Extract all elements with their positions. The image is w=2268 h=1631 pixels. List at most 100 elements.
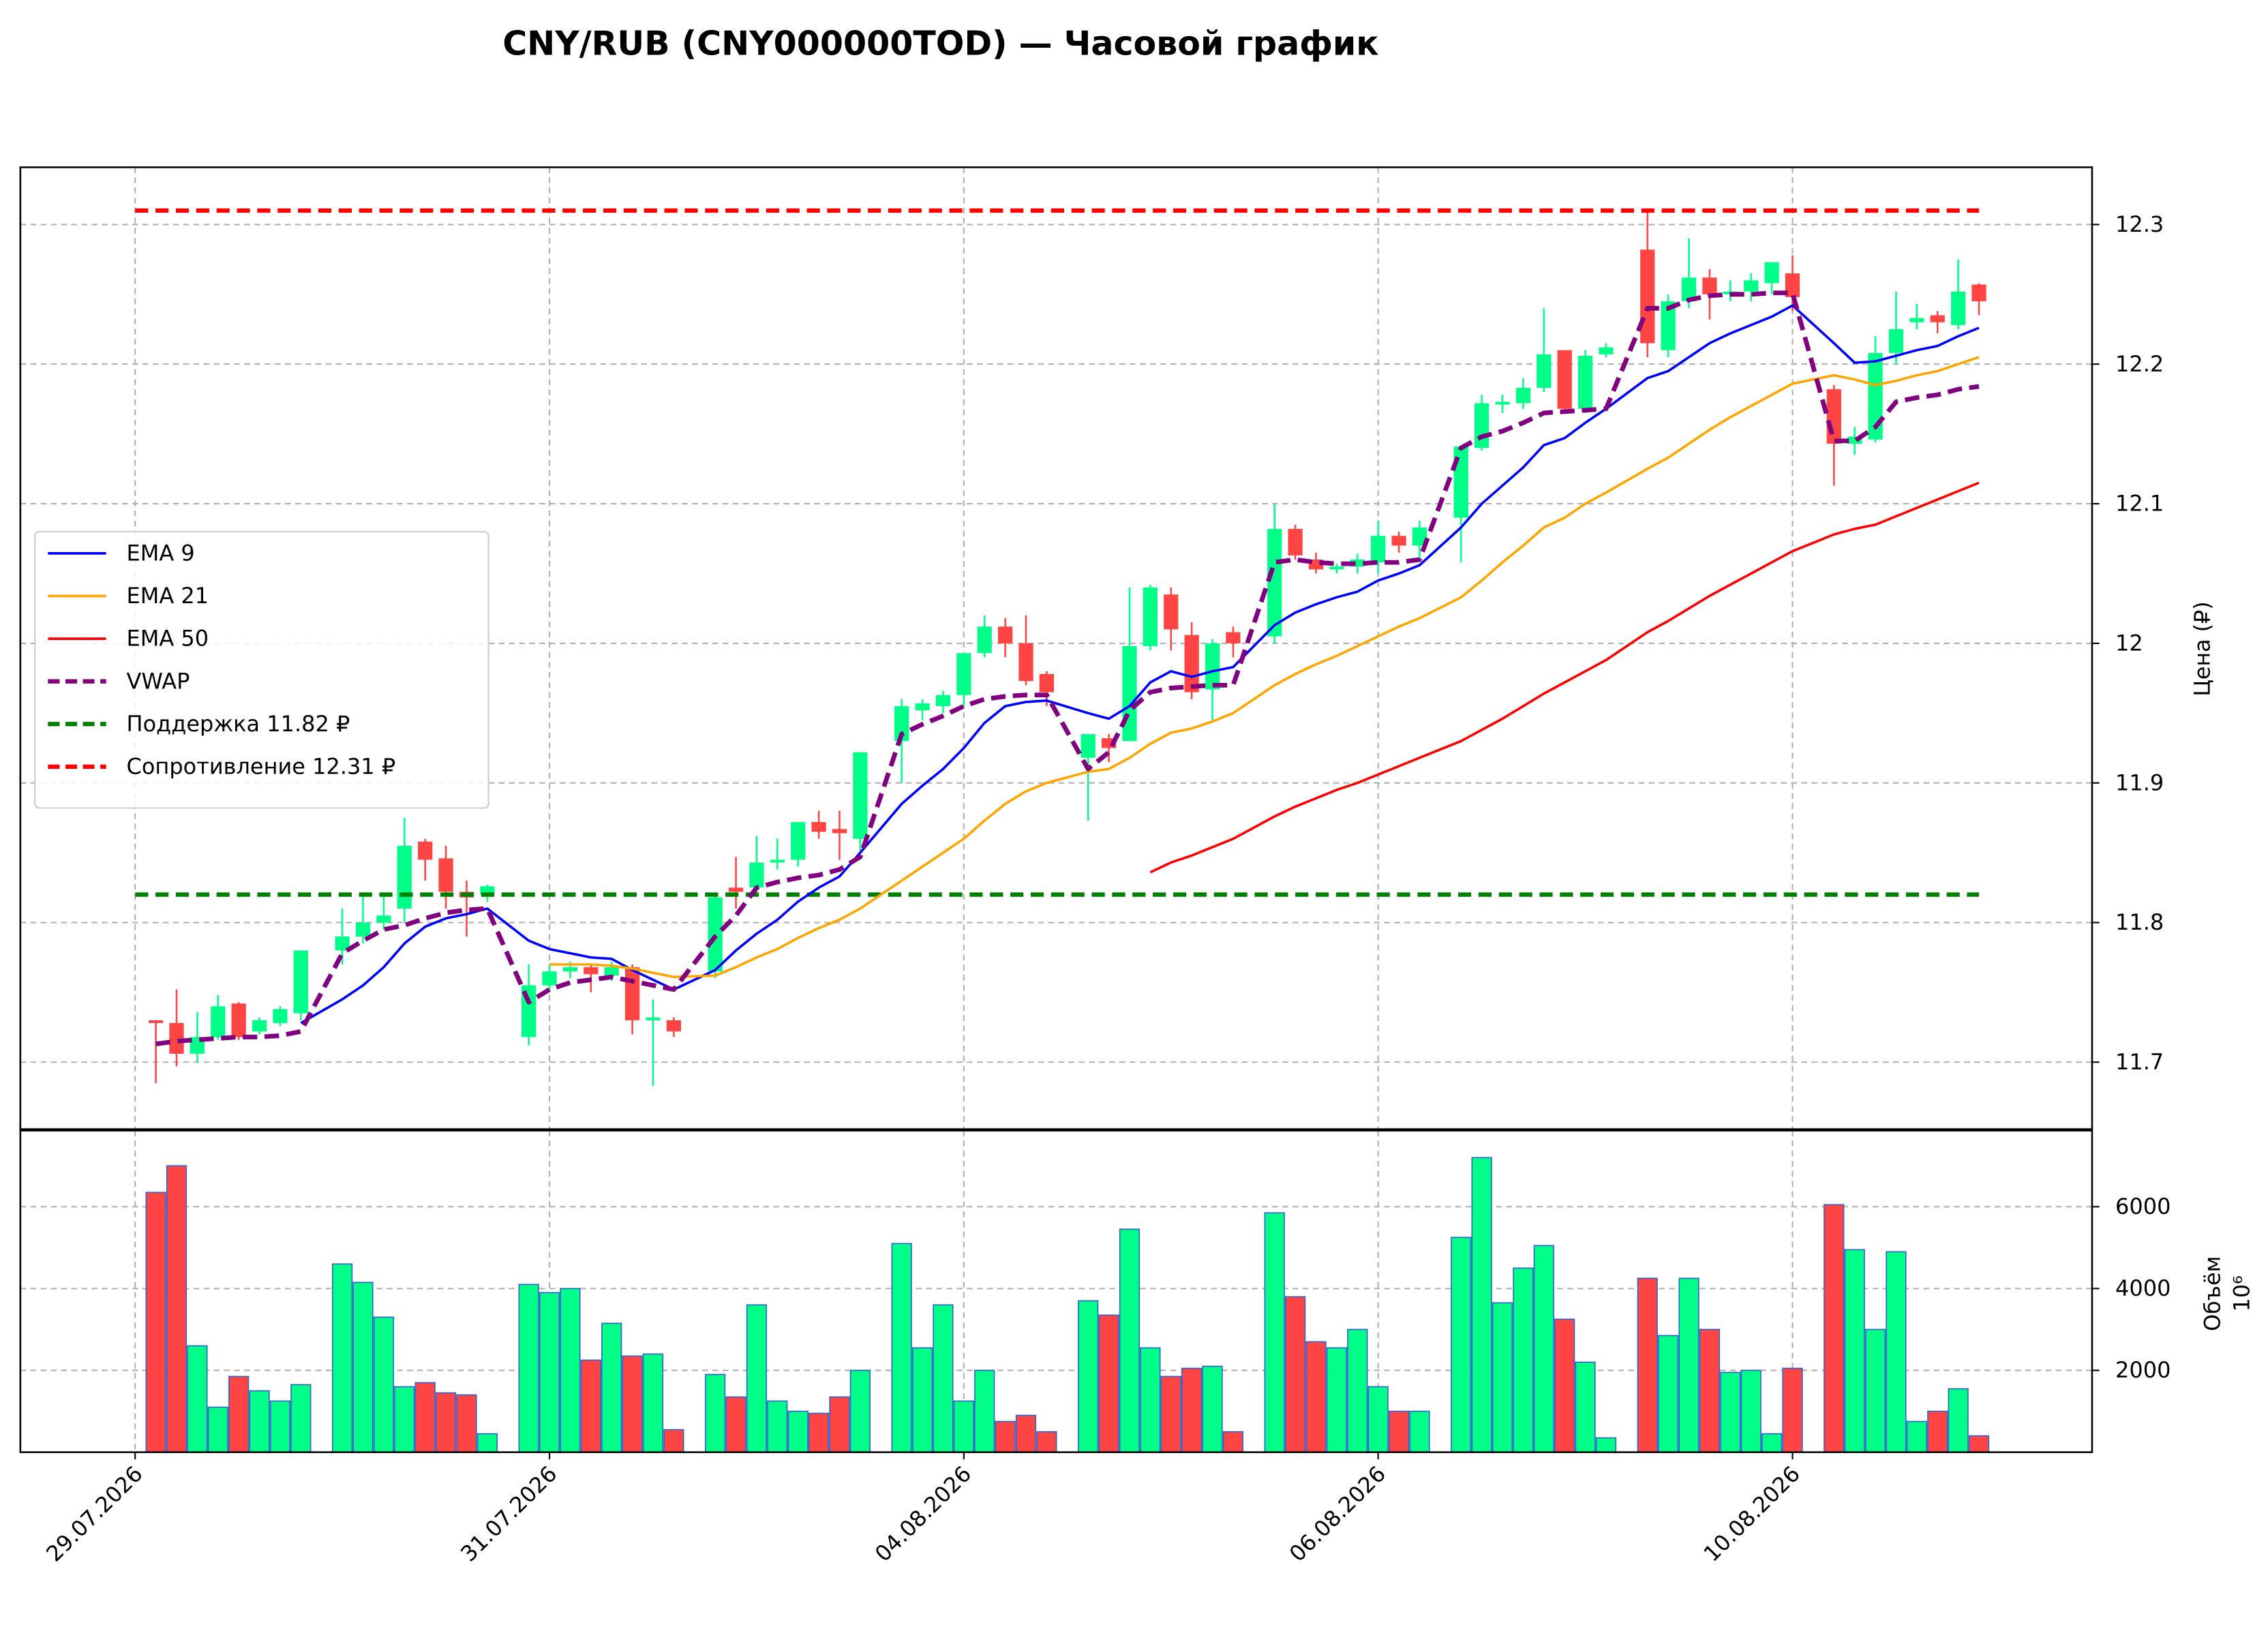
candle-body [1184, 635, 1199, 692]
candle-body [1018, 643, 1033, 682]
volume-bar [1347, 1328, 1368, 1453]
volume-bar [1181, 1367, 1203, 1453]
candle-body [1080, 734, 1095, 758]
volume-bar [435, 1392, 457, 1453]
candle-body [438, 858, 453, 892]
candle-body [1122, 645, 1137, 742]
volume-offset-label: 10⁶ [2228, 1275, 2254, 1311]
candle-body [376, 915, 391, 923]
volume-bar [1367, 1386, 1389, 1453]
candle-body [1764, 262, 1779, 284]
volume-bar [1658, 1335, 1679, 1453]
candle-body [273, 1009, 288, 1024]
y-tick-label: 11.8 [2115, 909, 2164, 935]
y-tick-label: 11.7 [2115, 1049, 2164, 1075]
volume-bar [1864, 1328, 1886, 1453]
candle-body [956, 653, 971, 695]
candle-body [1930, 315, 1945, 322]
volume-bar [601, 1322, 622, 1453]
volume-bar [1078, 1300, 1099, 1453]
volume-bar [518, 1283, 539, 1453]
volume-bar [705, 1373, 726, 1453]
volume-bar [290, 1384, 312, 1453]
candle-body [1329, 566, 1344, 570]
legend-label: EMA 21 [127, 583, 209, 609]
candle-body [1039, 673, 1055, 692]
legend-label: Поддержка 11.82 ₽ [127, 711, 350, 737]
volume-bar [725, 1396, 746, 1453]
volume-bar [1740, 1369, 1762, 1453]
volume-bar [1471, 1157, 1492, 1453]
volume-bar [145, 1191, 166, 1453]
candle-body [355, 922, 371, 937]
candle-body [853, 752, 868, 839]
candle-body [1577, 355, 1593, 409]
candle-body [1702, 277, 1717, 294]
candle-body [1371, 536, 1386, 563]
candle-body [252, 1020, 267, 1032]
candle-body [749, 862, 764, 888]
candle-body [1950, 291, 1966, 325]
candle-body [169, 1023, 184, 1054]
volume-bar [1513, 1267, 1534, 1453]
volume-bar [1533, 1245, 1554, 1453]
volume-bar [1844, 1249, 1865, 1453]
volume-bar [1409, 1410, 1430, 1453]
candle-body [1474, 403, 1490, 448]
candle-body [562, 967, 578, 972]
y-tick-label: 12 [2115, 630, 2143, 656]
volume-bar [974, 1369, 995, 1453]
volume-bar [1678, 1277, 1699, 1453]
volume-bar [373, 1316, 395, 1453]
volume-bar [1927, 1410, 1948, 1453]
volume-bar [1492, 1302, 1513, 1453]
volume-bar [829, 1396, 850, 1453]
volume-bar [1119, 1228, 1140, 1453]
candle-body [584, 967, 599, 975]
candle-body [1909, 318, 1924, 322]
candle-body [1495, 401, 1510, 405]
volume-bar [580, 1359, 601, 1453]
volume-bar [1886, 1251, 1907, 1453]
y-tick-label: 12.2 [2115, 351, 2164, 377]
volume-bar [1554, 1318, 1575, 1453]
candle-body [1785, 273, 1800, 297]
volume-bar [228, 1375, 250, 1453]
candle-body [1412, 527, 1427, 546]
volume-bar [995, 1420, 1016, 1453]
candle-body [231, 1003, 246, 1037]
candle-body [708, 897, 723, 972]
candle-body [1391, 536, 1406, 546]
candle-body [1971, 284, 1986, 302]
volume-bar [1284, 1296, 1306, 1453]
y-tick-label: 11.9 [2115, 769, 2164, 795]
legend-label: Сопротивление 12.31 ₽ [127, 754, 396, 780]
candle-body [770, 859, 785, 863]
legend-box [34, 531, 489, 809]
y-tick-label: 2000 [2115, 1357, 2171, 1383]
volume-bar [1326, 1347, 1348, 1453]
candle-body [1847, 436, 1862, 444]
y-tick-label: 12.3 [2115, 211, 2164, 237]
candle-body [1267, 528, 1282, 637]
volume-bar [1015, 1414, 1037, 1453]
volume-bar [331, 1263, 353, 1453]
series-line [155, 290, 1980, 1047]
y-axis-label: Цена (₽) [2190, 601, 2216, 696]
candle-body [1537, 354, 1552, 388]
volume-bar [1699, 1328, 1721, 1453]
candle-body [1205, 643, 1220, 690]
candle-body [1681, 277, 1697, 302]
volume-bar [1451, 1236, 1472, 1453]
volume-bar [1388, 1410, 1410, 1453]
volume-bar [1637, 1277, 1658, 1453]
candle-body [1599, 347, 1614, 354]
candle-body [397, 845, 412, 909]
volume-bar [622, 1355, 643, 1453]
volume-bar [1761, 1433, 1783, 1453]
candle-body [811, 822, 826, 832]
candle-body [728, 887, 744, 892]
series-line [549, 356, 1980, 979]
